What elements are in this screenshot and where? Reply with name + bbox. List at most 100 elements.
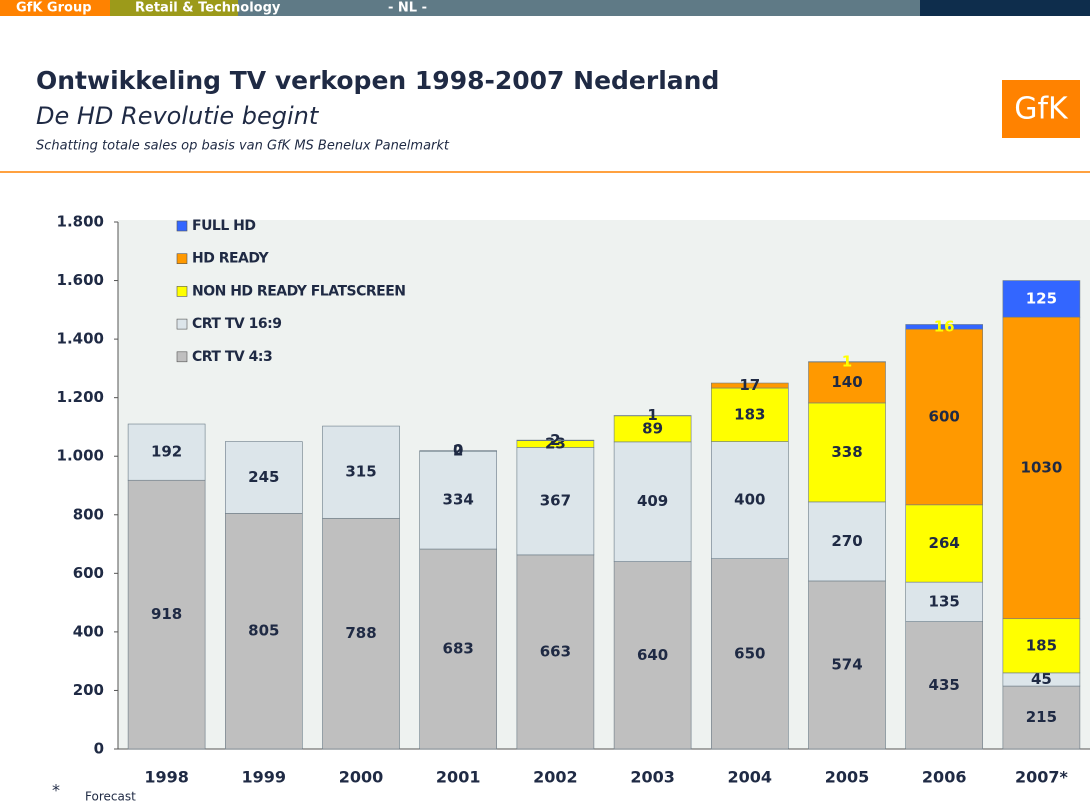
legend-swatch — [176, 318, 188, 330]
tab-bg — [920, 0, 1090, 16]
bar-segment — [613, 415, 692, 443]
value-label: 2 — [550, 431, 560, 449]
bar-segment — [419, 450, 498, 550]
x-tick-label: 2005 — [825, 768, 870, 787]
bar-segment — [905, 504, 984, 583]
bar-segment — [710, 387, 789, 442]
tab-bg — [110, 0, 238, 16]
y-tick-label: 400 — [73, 622, 104, 640]
bar-segment — [127, 423, 206, 481]
caption: Schatting totale sales op basis van GfK … — [36, 139, 450, 154]
value-label: 1 — [647, 406, 657, 424]
bar-segment — [710, 441, 789, 559]
x-tick-label: 2004 — [728, 768, 773, 787]
bar-segment — [127, 479, 206, 750]
y-tick-label: 1.200 — [57, 388, 104, 406]
tab-bg — [238, 0, 920, 16]
bar-segment — [322, 425, 400, 519]
value-label: 0 — [453, 441, 463, 459]
y-tick-label: 1.800 — [57, 213, 104, 231]
value-label: 435 — [929, 676, 960, 694]
bar-segment — [225, 513, 303, 750]
value-label: 650 — [734, 644, 765, 662]
value-label: 185 — [1026, 636, 1057, 654]
value-label: 640 — [637, 646, 668, 664]
value-label: 334 — [443, 491, 474, 509]
x-tick-label: 1998 — [144, 768, 189, 787]
value-label: 574 — [831, 655, 862, 673]
logo: GfK — [1014, 92, 1069, 127]
x-tick-label: 2001 — [436, 768, 481, 787]
bar-segment — [225, 441, 303, 514]
y-tick-label: 1.000 — [57, 447, 104, 465]
value-label: 409 — [637, 492, 668, 510]
tab: - NL - — [388, 1, 427, 16]
tab: GfK Group — [16, 1, 92, 16]
y-tick-label: 600 — [73, 564, 104, 582]
value-label: 805 — [248, 622, 279, 640]
bar-segment — [516, 439, 595, 442]
bar-segment — [710, 382, 789, 389]
value-label: 683 — [443, 640, 474, 658]
bar-segment — [1002, 280, 1081, 318]
value-label: 1 — [842, 352, 852, 370]
bar-segment — [1002, 618, 1081, 674]
value-label: 270 — [831, 532, 862, 550]
value-label: 140 — [831, 373, 862, 391]
bar-segment — [808, 402, 886, 503]
x-tick-label: 2000 — [339, 768, 384, 787]
bar-segment — [322, 517, 400, 750]
tab: Retail & Technology — [135, 1, 281, 16]
value-label: 918 — [151, 605, 182, 623]
value-label: 788 — [345, 624, 376, 642]
value-label: 2 — [453, 441, 463, 459]
bar-segment — [1002, 685, 1081, 750]
x-tick-label: 2002 — [533, 768, 578, 787]
y-tick-label: 200 — [73, 681, 104, 699]
value-label: 17 — [739, 376, 760, 394]
legend-label: HD READY — [192, 251, 269, 267]
y-tick-label: 0 — [94, 740, 104, 758]
footnote: Forecast — [85, 790, 136, 804]
value-label: 367 — [540, 492, 571, 510]
bar-segment — [1002, 316, 1081, 620]
value-label: 245 — [248, 468, 279, 486]
bar-segment — [710, 558, 789, 750]
value-label: 16 — [934, 317, 955, 335]
value-label: 315 — [345, 463, 376, 481]
legend-label: FULL HD — [192, 218, 256, 234]
x-tick-label: 2007* — [1015, 768, 1069, 787]
legend-swatch — [176, 220, 188, 232]
legend-swatch — [176, 286, 188, 297]
value-label: 45 — [1031, 670, 1052, 688]
legend-swatch — [176, 351, 188, 363]
bar-segment — [808, 580, 886, 750]
y-tick-label: 800 — [73, 505, 104, 523]
y-tick-label: 1.400 — [57, 330, 104, 348]
title: Ontwikkeling TV verkopen 1998-2007 Neder… — [36, 66, 719, 95]
value-label: 600 — [929, 407, 960, 425]
bar-segment — [905, 621, 984, 750]
bar-segment — [613, 561, 692, 750]
x-tick-label: 2006 — [922, 768, 967, 787]
tab-bg — [0, 0, 110, 16]
bar-segment — [419, 548, 498, 750]
value-label: 663 — [540, 642, 571, 660]
bar-segment — [808, 361, 886, 404]
value-label: 215 — [1026, 708, 1057, 726]
value-label: 400 — [734, 491, 765, 509]
value-label: 192 — [151, 443, 182, 461]
value-label: 1030 — [1021, 458, 1063, 476]
x-tick-label: 2003 — [630, 768, 675, 787]
value-label: 338 — [831, 443, 862, 461]
value-label: 183 — [734, 405, 765, 423]
legend-label: CRT TV 4:3 — [192, 349, 272, 365]
value-label: 23 — [545, 435, 566, 453]
value-label: 135 — [929, 592, 960, 610]
x-tick-label: 1999 — [242, 768, 287, 787]
footnote-mark: * — [52, 781, 60, 800]
bar-segment — [516, 447, 595, 556]
legend-swatch — [176, 253, 188, 264]
